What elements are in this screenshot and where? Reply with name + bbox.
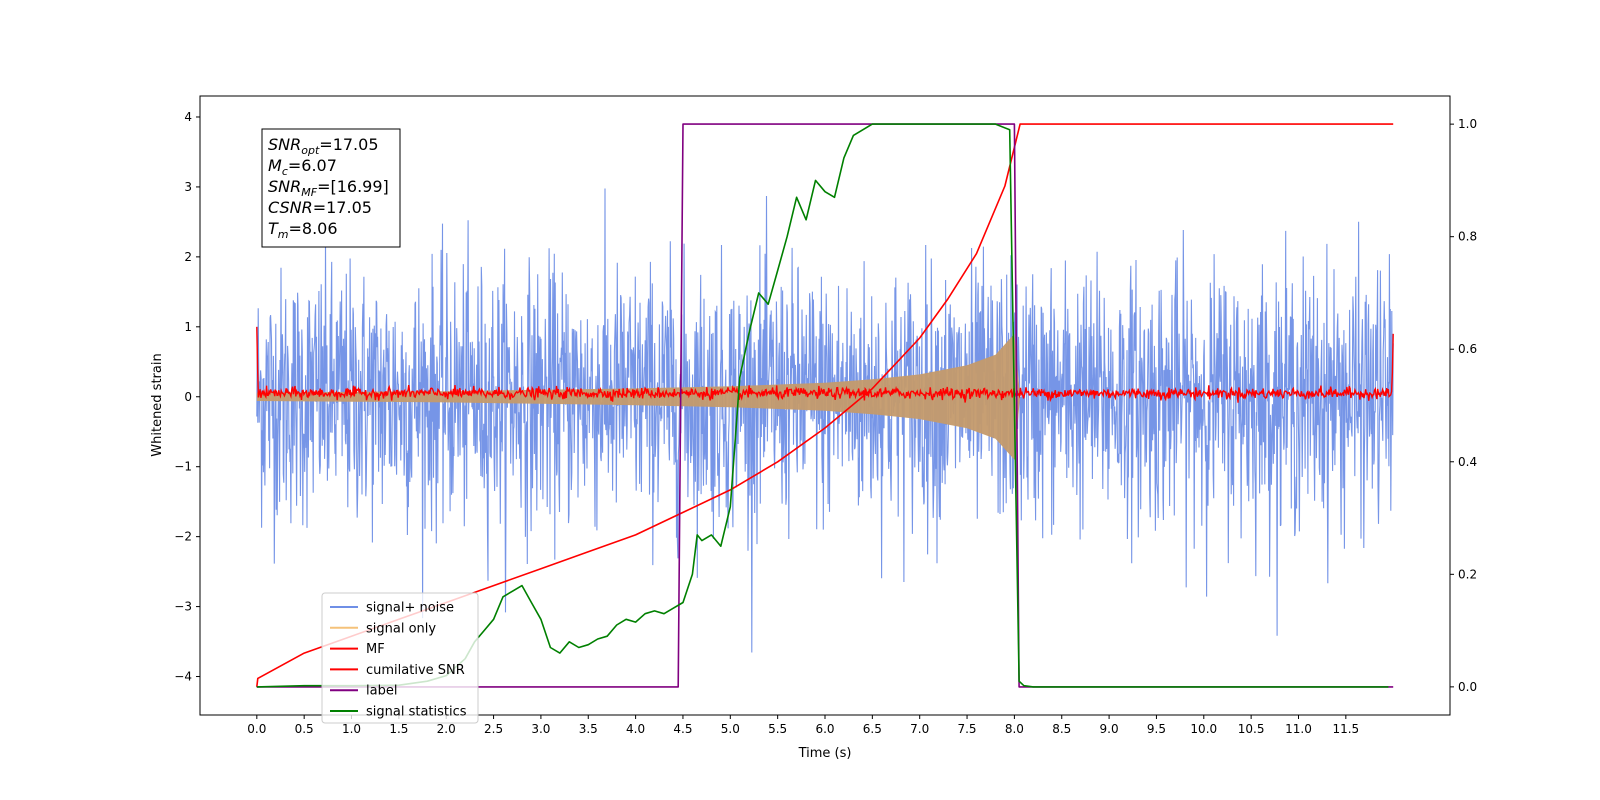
y-tick-label: 4 [184, 110, 192, 124]
legend-label: label [366, 684, 397, 699]
x-tick-label: 6.0 [815, 722, 834, 736]
x-tick-label: 5.0 [721, 722, 740, 736]
y-tick-label: 1 [184, 320, 192, 334]
x-tick-label: 2.5 [484, 722, 503, 736]
y-right-tick-label: 0.2 [1458, 567, 1477, 581]
y-tick-label: 2 [184, 250, 192, 264]
x-tick-label: 10.5 [1238, 722, 1265, 736]
x-axis: 0.0 0.5 1.0 1.5 2.0 2.5 3.0 3.5 4.0 4.5 5.0 5.5 6.0 6… [247, 715, 1359, 736]
series-signal-statistics [256, 123, 1389, 688]
x-axis-label: Time (s) [798, 746, 852, 761]
y-tick-label: −3 [174, 600, 192, 614]
info-box-frame [261, 128, 401, 248]
y-tick-label: −2 [174, 530, 192, 544]
info-box: SNRopt=17.05Mc=6.07SNRMF=[16.99]CSNR=17.… [261, 128, 401, 248]
y-right-tick-label: 1.0 [1458, 117, 1477, 131]
y-tick-label: −1 [174, 460, 192, 474]
info-line: SNRMF=[16.99] [268, 177, 389, 199]
series-mf [256, 326, 1394, 403]
y-tick-label: −4 [174, 670, 192, 684]
x-tick-label: 11.0 [1285, 722, 1312, 736]
y-right-tick-label: 0.6 [1458, 342, 1477, 356]
x-tick-label: 7.5 [957, 722, 976, 736]
x-tick-label: 9.0 [1100, 722, 1119, 736]
x-tick-label: 4.5 [673, 722, 692, 736]
x-tick-label: 4.0 [626, 722, 645, 736]
y-axis-right: 0.0 0.2 0.4 0.6 0.8 1.0 [1450, 117, 1477, 694]
legend: signal+ noise signal only MF cumilative SNR… [321, 592, 479, 724]
x-tick-label: 1.5 [389, 722, 408, 736]
x-tick-label: 1.0 [342, 722, 361, 736]
x-tick-label: 8.5 [1052, 722, 1071, 736]
x-tick-label: 9.5 [1147, 722, 1166, 736]
legend-label: MF [366, 642, 385, 657]
y-axis-label: Whitened strain [150, 353, 165, 456]
x-tick-label: 0.5 [295, 722, 314, 736]
y-tick-label: 0 [184, 390, 192, 404]
info-line: CSNR=17.05 [268, 198, 372, 217]
y-right-tick-label: 0.0 [1458, 680, 1477, 694]
legend-label: signal+ noise [366, 601, 454, 616]
info-line: SNRopt=17.05 [268, 135, 379, 157]
y-tick-label: 3 [184, 180, 192, 194]
legend-label: cumilative SNR [366, 663, 465, 678]
x-tick-label: 8.0 [1005, 722, 1024, 736]
info-line: Tm=8.06 [268, 219, 338, 241]
y-right-tick-label: 0.8 [1458, 230, 1477, 244]
y-right-tick-label: 0.4 [1458, 455, 1477, 469]
y-axis-left: −4 −3 −2 −1 0 1 2 3 4 [174, 110, 200, 684]
x-tick-label: 0.0 [247, 722, 266, 736]
series-signal-only [256, 333, 1394, 460]
x-tick-label: 5.5 [768, 722, 787, 736]
x-tick-label: 7.0 [910, 722, 929, 736]
legend-frame [321, 592, 479, 724]
x-tick-label: 10.0 [1190, 722, 1217, 736]
x-tick-label: 11.5 [1332, 722, 1359, 736]
x-tick-label: 3.5 [579, 722, 598, 736]
info-line: Mc=6.07 [268, 156, 337, 178]
legend-label: signal only [366, 621, 436, 636]
x-tick-label: 6.5 [863, 722, 882, 736]
legend-label: signal statistics [366, 705, 467, 720]
x-tick-label: 3.0 [531, 722, 550, 736]
x-tick-label: 2.0 [437, 722, 456, 736]
